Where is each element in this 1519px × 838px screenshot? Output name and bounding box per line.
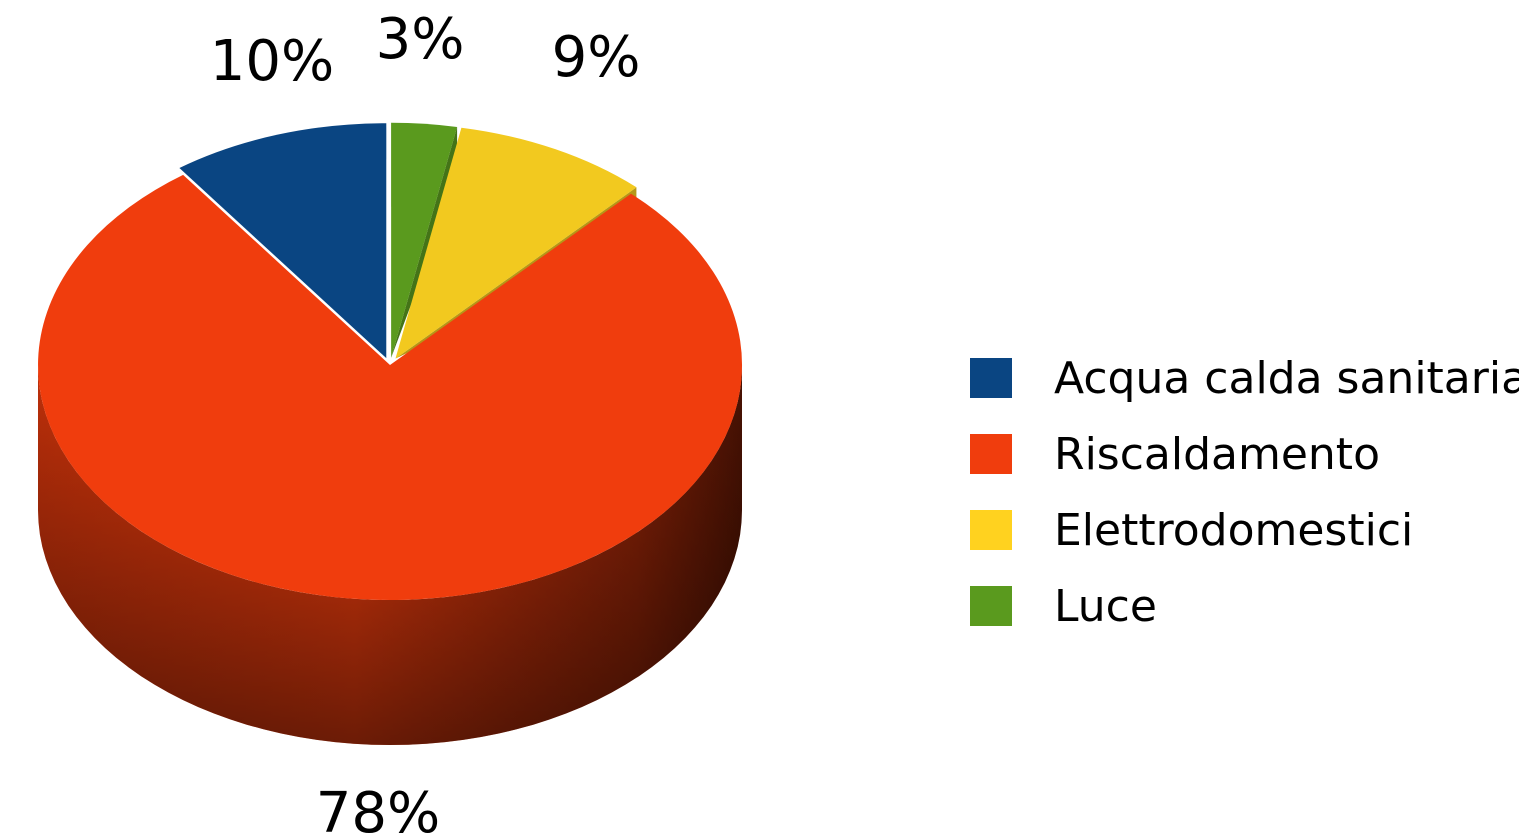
pie-slice-top-luce	[391, 122, 458, 358]
pie-slice-top-acqua-calda-sanitaria	[179, 123, 387, 359]
legend-label-riscaldamento: Riscaldamento	[1054, 428, 1380, 480]
legend-swatch-acqua-calda-sanitaria	[970, 358, 1012, 398]
legend-label-luce: Luce	[1054, 580, 1157, 632]
legend-swatch-elettrodomestici	[970, 510, 1012, 550]
data-label-riscaldamento: 78%	[316, 781, 440, 838]
data-label-acqua-calda-sanitaria: 10%	[210, 29, 334, 94]
pie-slice-acqua-calda-sanitaria	[179, 123, 387, 359]
pie-slice-luce	[391, 122, 458, 358]
pie-slice-side-shade-riscaldamento	[38, 365, 742, 745]
data-label-elettrodomestici: 9%	[552, 25, 641, 90]
legend-swatch-luce	[970, 586, 1012, 626]
legend-item-riscaldamento: Riscaldamento	[970, 416, 1519, 492]
legend-item-elettrodomestici: Elettrodomestici	[970, 492, 1519, 568]
legend-swatch-riscaldamento	[970, 434, 1012, 474]
legend-label-acqua-calda-sanitaria: Acqua calda sanitaria	[1054, 352, 1519, 404]
chart-legend: Acqua calda sanitaria Riscaldamento Elet…	[970, 340, 1519, 644]
pie-slice-elettrodomestici	[395, 127, 637, 359]
pie-slice-riscaldamento	[38, 174, 743, 745]
legend-item-acqua-calda-sanitaria: Acqua calda sanitaria	[970, 340, 1519, 416]
pie-slice-top-elettrodomestici	[395, 127, 637, 359]
legend-item-luce: Luce	[970, 568, 1519, 644]
data-label-luce: 3%	[376, 7, 465, 72]
pie-slice-top-riscaldamento	[38, 174, 743, 601]
legend-label-elettrodomestici: Elettrodomestici	[1054, 504, 1414, 556]
